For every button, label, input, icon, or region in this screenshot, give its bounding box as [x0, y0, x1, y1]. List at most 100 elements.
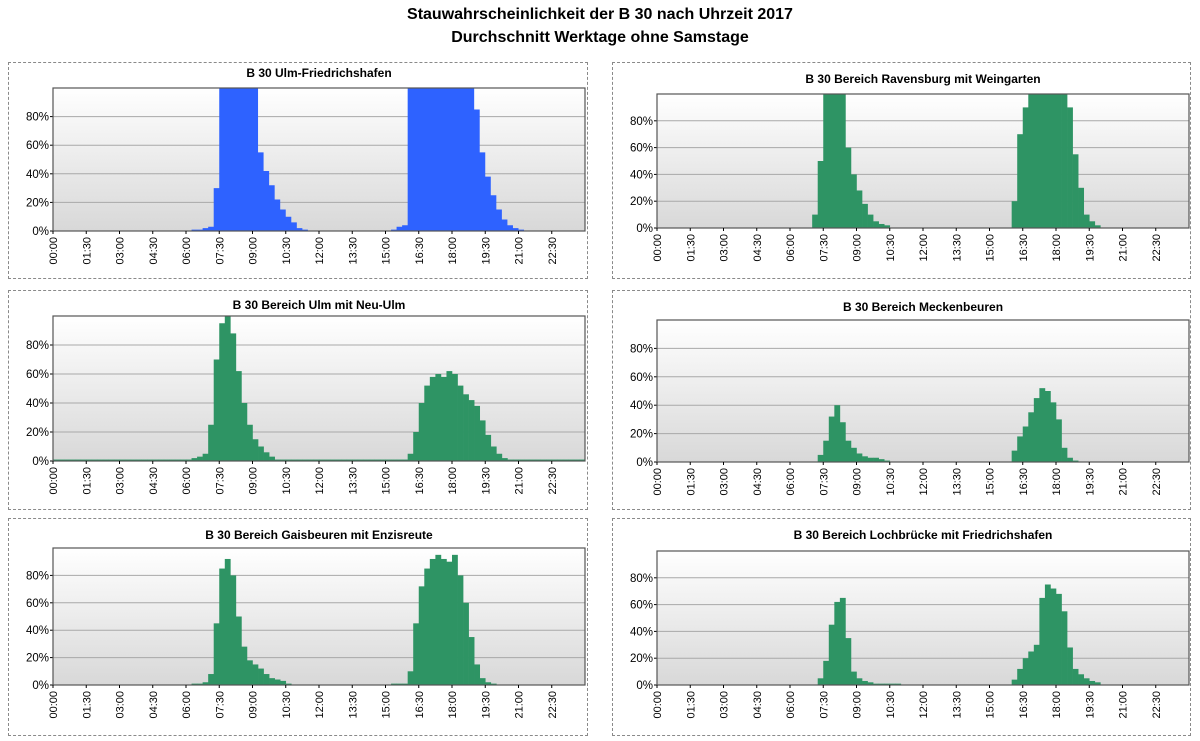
bar	[307, 459, 314, 461]
plot-area	[53, 316, 585, 461]
bar	[319, 459, 325, 461]
bar	[113, 459, 120, 461]
bar	[64, 459, 70, 461]
x-tick-label: 01:30	[81, 467, 93, 495]
bar	[86, 459, 93, 461]
bar	[850, 447, 857, 462]
bar	[457, 575, 464, 685]
x-tick-label: 06:00	[785, 468, 797, 496]
chart-svg: B 30 Bereich Meckenbeuren 0% 20% 40% 60% 80% 0…	[630, 300, 1190, 496]
y-tick-label: 60%	[26, 140, 49, 152]
bar	[429, 558, 436, 685]
y-tick-label: 60%	[26, 369, 49, 381]
y-tick-label: 0%	[636, 223, 653, 235]
bar	[551, 459, 558, 461]
x-tick-label: 21:00	[514, 467, 526, 495]
bar	[878, 459, 885, 462]
bar	[435, 554, 442, 685]
x-tick-label: 06:00	[181, 691, 193, 719]
x-tick-label: 09:00	[248, 237, 260, 265]
page-title: Stauwahrscheinlichkeit der B 30 nach Uhr…	[407, 6, 793, 23]
plot-area	[53, 88, 585, 231]
bar	[1033, 94, 1040, 228]
bar	[296, 459, 303, 461]
bar	[867, 457, 874, 462]
bar	[845, 440, 852, 462]
bar	[1044, 391, 1051, 462]
y-tick-label: 0%	[32, 680, 49, 692]
x-tick-label: 12:00	[314, 237, 326, 265]
bar	[1083, 214, 1090, 228]
bar	[1061, 94, 1068, 228]
y-tick-label: 80%	[26, 340, 49, 352]
x-tick-label: 03:00	[719, 234, 731, 262]
bar	[424, 568, 431, 685]
x-tick-label: 12:00	[314, 691, 326, 719]
x-tick-label: 09:00	[852, 691, 864, 719]
bar	[884, 225, 891, 228]
x-tick-label: 04:30	[148, 691, 160, 719]
bar	[435, 374, 442, 461]
x-tick-label: 09:00	[852, 234, 864, 262]
x-tick-label: 22:30	[547, 691, 559, 719]
x-tick-label: 16:30	[414, 467, 426, 495]
y-tick-label: 0%	[636, 680, 653, 692]
bar	[252, 664, 259, 685]
bar	[834, 601, 841, 685]
bar	[130, 459, 137, 461]
bar	[1056, 419, 1062, 462]
x-tick-label: 12:00	[314, 467, 326, 495]
bar	[579, 459, 586, 461]
bar	[1056, 593, 1062, 685]
bar	[258, 668, 264, 685]
y-tick-label: 40%	[26, 398, 49, 410]
y-tick-label: 60%	[630, 600, 653, 612]
bar	[224, 316, 231, 461]
bar	[828, 94, 835, 228]
bar	[446, 371, 453, 461]
bar	[867, 682, 874, 685]
bar	[568, 459, 575, 461]
bar	[302, 459, 309, 461]
bar	[856, 678, 863, 685]
bar	[197, 683, 203, 685]
bar	[213, 359, 220, 461]
x-tick-label: 06:00	[181, 467, 193, 495]
x-tick-label: 10:30	[885, 468, 897, 496]
bar	[1028, 94, 1035, 228]
x-tick-label: 22:30	[1151, 691, 1163, 719]
bar	[158, 459, 165, 461]
bar	[1050, 402, 1057, 462]
bar	[241, 646, 248, 685]
bar	[352, 459, 359, 461]
bar	[873, 683, 879, 685]
x-tick-label: 07:30	[214, 691, 226, 719]
bar	[817, 454, 824, 462]
x-tick-label: 21:00	[514, 237, 526, 265]
x-tick-label: 13:30	[951, 468, 963, 496]
bar	[845, 147, 852, 228]
x-tick-label: 19:30	[1084, 468, 1096, 496]
y-tick-label: 20%	[630, 429, 653, 441]
bar	[828, 416, 835, 462]
bar	[1089, 680, 1096, 685]
bar	[141, 459, 148, 461]
x-tick-label: 01:30	[81, 691, 93, 719]
y-tick-label: 40%	[630, 400, 653, 412]
bar	[91, 459, 98, 461]
bar	[407, 671, 414, 685]
bar	[285, 459, 292, 461]
bar	[269, 678, 275, 685]
chart-svg: B 30 Bereich Ulm mit Neu-Ulm 0% 20% 40% 60% 8…	[26, 298, 586, 495]
bar	[1011, 201, 1018, 228]
bar	[895, 683, 902, 685]
bar	[812, 214, 819, 228]
bar	[440, 376, 447, 461]
bar	[823, 94, 830, 228]
y-tick-label: 80%	[26, 112, 49, 124]
x-tick-label: 13:30	[951, 691, 963, 719]
x-tick-label: 07:30	[818, 468, 830, 496]
bar	[235, 616, 242, 685]
plot-area	[657, 94, 1189, 228]
bar	[485, 434, 492, 461]
